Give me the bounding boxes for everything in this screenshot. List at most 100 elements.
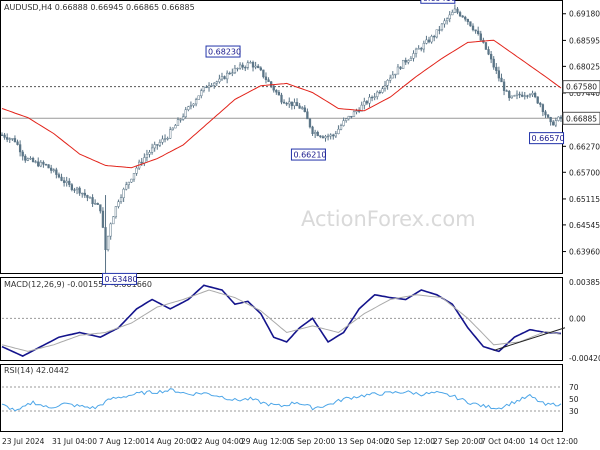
rsi-panel-frame bbox=[0, 364, 563, 432]
candle-body bbox=[394, 73, 397, 76]
candle-body bbox=[313, 131, 317, 134]
candle-body bbox=[492, 58, 495, 68]
watermark: ActionForex.com bbox=[301, 207, 476, 231]
annotation-label: 0.66210 bbox=[293, 151, 326, 160]
candle-body bbox=[148, 151, 151, 155]
x-tick-label: 20 Sep 12:00 bbox=[385, 437, 435, 446]
candle-body bbox=[360, 104, 363, 112]
annotation-label: 0.66570 bbox=[532, 134, 565, 143]
candle-body bbox=[99, 204, 102, 212]
candle-body bbox=[68, 180, 71, 185]
candle-body bbox=[244, 67, 247, 69]
candle-body bbox=[451, 12, 454, 16]
candle-body bbox=[381, 88, 384, 93]
candle-body bbox=[200, 90, 203, 97]
candle-body bbox=[272, 85, 275, 91]
candle-body bbox=[396, 66, 400, 75]
candle-body bbox=[213, 82, 216, 86]
candle-body bbox=[301, 107, 304, 109]
candle-body bbox=[557, 116, 560, 121]
candle-body bbox=[238, 64, 242, 69]
candle-body bbox=[355, 110, 358, 113]
candle-body bbox=[389, 77, 392, 81]
candle-body bbox=[135, 167, 138, 174]
annotation-box bbox=[529, 132, 565, 145]
candle-body bbox=[257, 65, 260, 69]
candle-body bbox=[182, 116, 185, 120]
candle-body bbox=[39, 161, 42, 167]
candle-body bbox=[233, 67, 237, 74]
candle-body bbox=[280, 94, 283, 103]
candle-body bbox=[251, 62, 255, 68]
annotation-box bbox=[290, 148, 326, 161]
candle-body bbox=[430, 36, 433, 43]
candle-body bbox=[448, 14, 451, 20]
candle-body bbox=[334, 133, 337, 137]
candle-body bbox=[420, 48, 423, 50]
candle-body bbox=[78, 187, 81, 194]
candle-body bbox=[326, 135, 330, 138]
candle-body bbox=[24, 155, 27, 161]
macd-y-axis: 0.003852 0.00 -0.004204 bbox=[569, 278, 600, 363]
candle-body bbox=[218, 78, 221, 83]
rsi-line bbox=[1, 388, 562, 412]
candle-body bbox=[156, 144, 159, 146]
candle-body bbox=[469, 21, 472, 27]
macd-trendline bbox=[493, 327, 566, 351]
candle-body bbox=[559, 116, 563, 119]
candle-body bbox=[528, 94, 532, 97]
candle-body bbox=[44, 164, 48, 166]
candle-body bbox=[365, 101, 369, 104]
candle-body bbox=[205, 86, 208, 89]
rsi-tick-label: 50 bbox=[569, 395, 579, 404]
candle-body bbox=[329, 134, 332, 137]
candle-body bbox=[363, 101, 366, 106]
macd-layer bbox=[1, 284, 566, 357]
annotation-box bbox=[205, 45, 241, 58]
candle-body bbox=[169, 129, 172, 139]
candle-body bbox=[42, 161, 45, 165]
candle-body bbox=[130, 178, 133, 183]
candle-body bbox=[370, 96, 374, 99]
candle-body bbox=[3, 134, 6, 138]
candle-body bbox=[427, 39, 431, 43]
candle-body bbox=[464, 16, 467, 20]
candle-body bbox=[34, 161, 37, 163]
candle-body bbox=[176, 119, 180, 126]
candle-body bbox=[215, 81, 218, 84]
candle-body bbox=[29, 157, 32, 160]
candle-body bbox=[101, 210, 105, 228]
candle-body bbox=[220, 76, 224, 80]
candle-body bbox=[339, 125, 343, 130]
candle-body bbox=[163, 138, 167, 140]
price-tick-label: 0.65115 bbox=[569, 195, 600, 204]
price-tick-label: 0.68595 bbox=[569, 36, 600, 45]
candle-body bbox=[285, 102, 288, 105]
candle-body bbox=[197, 95, 200, 100]
macd-panel-frame bbox=[0, 277, 563, 361]
candle-body bbox=[262, 69, 265, 78]
price-gridlines bbox=[2, 86, 562, 119]
candle-body bbox=[357, 110, 361, 112]
candle-body bbox=[508, 91, 511, 99]
candle-body bbox=[187, 106, 190, 110]
candle-body bbox=[308, 118, 312, 128]
candle-body bbox=[352, 111, 356, 117]
x-tick-label: 27 Sep 20:00 bbox=[433, 437, 483, 446]
x-tick-label: 13 Sep 04:00 bbox=[338, 437, 388, 446]
macd-tick-label: 0.00 bbox=[569, 314, 586, 323]
x-tick-label: 14 Oct 12:00 bbox=[529, 437, 578, 446]
candle-body bbox=[523, 95, 526, 97]
candle-body bbox=[554, 120, 557, 126]
candle-body bbox=[57, 174, 61, 178]
macd-tick-label: 0.003852 bbox=[569, 278, 600, 287]
candle-body bbox=[275, 89, 278, 93]
candle-body bbox=[425, 39, 428, 44]
x-axis: 23 Jul 2024 31 Jul 04:00 7 Aug 12:00 14 Aug… bbox=[2, 437, 578, 446]
candle-body bbox=[324, 136, 327, 139]
rsi-layer bbox=[1, 386, 562, 412]
candle-body bbox=[484, 42, 488, 50]
candle-body bbox=[70, 184, 74, 190]
candle-body bbox=[226, 72, 229, 80]
